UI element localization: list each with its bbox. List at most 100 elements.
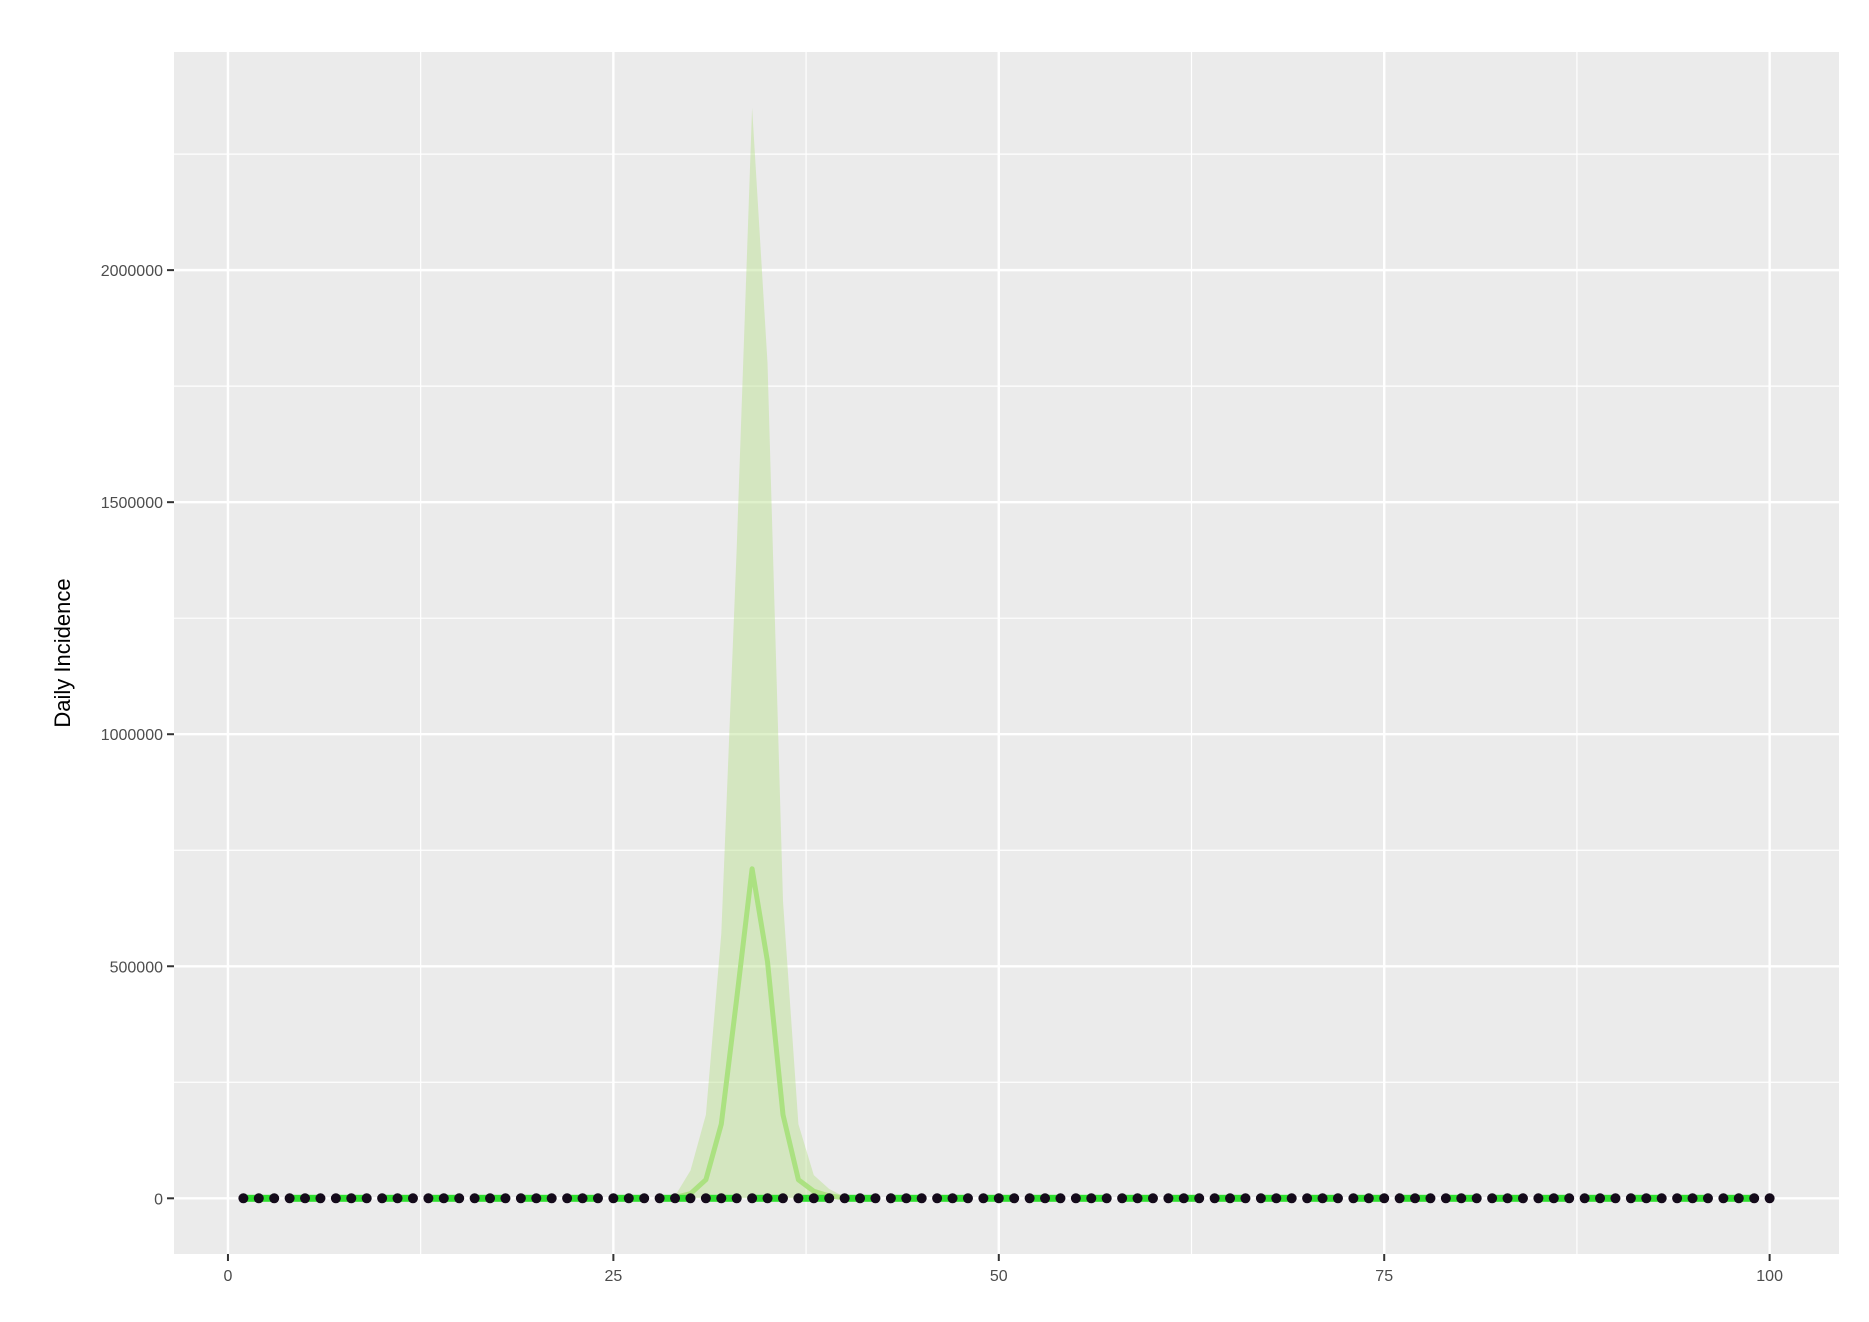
y-axis-title: Daily Incidence: [50, 578, 75, 727]
y-axis: 0 500000 1000000 1500000 2000000: [101, 263, 174, 1208]
observed-point: [269, 1193, 280, 1204]
y-tick-label: 0: [154, 1191, 163, 1208]
observed-point: [1533, 1193, 1544, 1204]
observed-point: [978, 1193, 989, 1204]
observed-point: [870, 1193, 881, 1204]
observed-point: [515, 1193, 526, 1204]
observed-point: [592, 1193, 603, 1204]
observed-point: [824, 1193, 835, 1204]
observed-point: [1456, 1193, 1467, 1204]
observed-point: [1055, 1193, 1066, 1204]
observed-point: [1147, 1193, 1158, 1204]
observed-point: [731, 1193, 742, 1204]
observed-point: [1394, 1193, 1405, 1204]
observed-point: [454, 1193, 465, 1204]
x-tick-label: 75: [1375, 1268, 1393, 1285]
observed-point: [1271, 1193, 1282, 1204]
observed-point: [993, 1193, 1004, 1204]
observed-point: [315, 1193, 326, 1204]
observed-point: [253, 1193, 264, 1204]
observed-point: [1009, 1193, 1020, 1204]
observed-point: [577, 1193, 588, 1204]
observed-point: [1101, 1193, 1112, 1204]
x-axis: 0 25 50 75 100: [224, 1254, 1783, 1285]
observed-point: [1024, 1193, 1035, 1204]
observed-point: [1517, 1193, 1528, 1204]
x-tick-label: 100: [1756, 1268, 1783, 1285]
observed-point: [562, 1193, 573, 1204]
confidence-ribbon: [675, 107, 845, 1199]
observed-point: [1579, 1193, 1590, 1204]
observed-point: [1440, 1193, 1451, 1204]
observed-point: [808, 1193, 819, 1204]
observed-point: [300, 1193, 311, 1204]
observed-point: [1625, 1193, 1636, 1204]
observed-point: [330, 1193, 341, 1204]
observed-point: [238, 1193, 249, 1204]
observed-point: [423, 1193, 434, 1204]
observed-point: [1225, 1193, 1236, 1204]
observed-point: [1348, 1193, 1359, 1204]
observed-point: [531, 1193, 542, 1204]
observed-point: [608, 1193, 619, 1204]
observed-point: [916, 1193, 927, 1204]
observed-point: [1764, 1193, 1775, 1204]
observed-point: [839, 1193, 850, 1204]
observed-point: [284, 1193, 295, 1204]
panel-background: [174, 52, 1839, 1254]
observed-point: [377, 1193, 388, 1204]
observed-point: [1656, 1193, 1667, 1204]
observed-point: [762, 1193, 773, 1204]
observed-point: [670, 1193, 681, 1204]
observed-point: [1548, 1193, 1559, 1204]
y-tick-label: 500000: [110, 959, 163, 976]
observed-point: [469, 1193, 480, 1204]
observed-point: [546, 1193, 557, 1204]
observed-point: [1302, 1193, 1313, 1204]
observed-point: [1178, 1193, 1189, 1204]
observed-point: [1255, 1193, 1266, 1204]
observed-point: [1595, 1193, 1606, 1204]
observed-point: [654, 1193, 665, 1204]
model-line: [674, 866, 845, 1201]
observed-point: [1410, 1193, 1421, 1204]
observed-point: [1672, 1193, 1683, 1204]
observed-point: [1641, 1193, 1652, 1204]
observed-point: [639, 1193, 650, 1204]
observed-point: [1194, 1193, 1205, 1204]
observed-point: [716, 1193, 727, 1204]
observed-point: [1718, 1193, 1729, 1204]
observed-point: [700, 1193, 711, 1204]
observed-series: [238, 1193, 1775, 1204]
x-tick-label: 0: [224, 1268, 233, 1285]
observed-point: [1040, 1193, 1051, 1204]
observed-point: [1749, 1193, 1760, 1204]
observed-point: [500, 1193, 511, 1204]
observed-point: [1332, 1193, 1343, 1204]
observed-point: [901, 1193, 912, 1204]
observed-point: [361, 1193, 372, 1204]
y-tick-label: 2000000: [101, 263, 163, 280]
observed-point: [1425, 1193, 1436, 1204]
observed-point: [1487, 1193, 1498, 1204]
observed-point: [485, 1193, 496, 1204]
observed-point: [793, 1193, 804, 1204]
observed-point: [1163, 1193, 1174, 1204]
observed-point: [1363, 1193, 1374, 1204]
ribbon-area: [675, 107, 845, 1199]
model-line-path: [674, 866, 845, 1201]
grid-major: [174, 52, 1839, 1254]
observed-point: [962, 1193, 973, 1204]
observed-point: [1086, 1193, 1097, 1204]
observed-point: [1564, 1193, 1575, 1204]
observed-point: [947, 1193, 958, 1204]
x-tick-label: 50: [990, 1268, 1008, 1285]
observed-point: [885, 1193, 896, 1204]
observed-point: [1070, 1193, 1081, 1204]
observed-point: [1240, 1193, 1251, 1204]
observed-point: [1209, 1193, 1220, 1204]
y-tick-label: 1500000: [101, 495, 163, 512]
grid-minor: [174, 52, 1839, 1254]
observed-point: [1117, 1193, 1128, 1204]
observed-point: [1687, 1193, 1698, 1204]
